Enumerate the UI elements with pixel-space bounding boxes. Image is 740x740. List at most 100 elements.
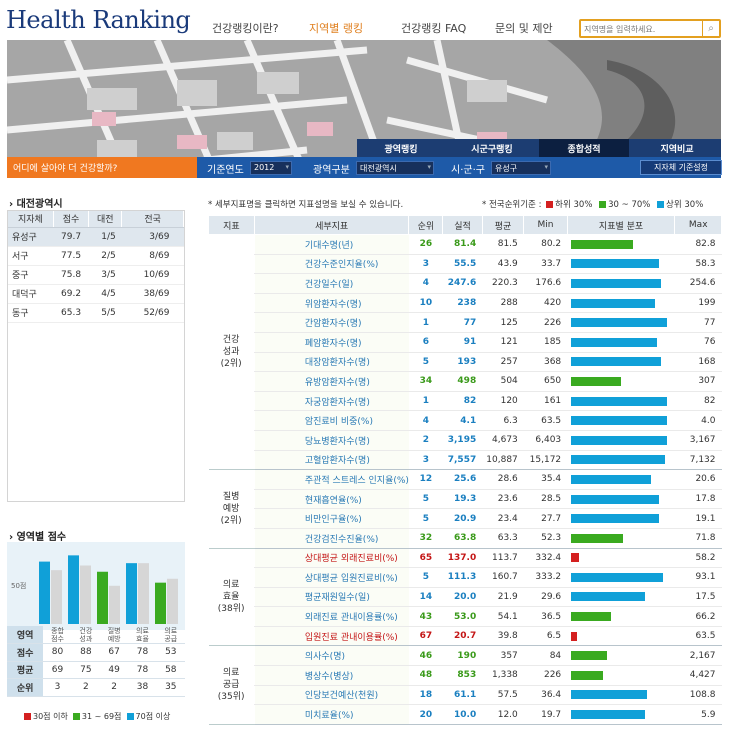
- region-label: 광역구분: [313, 165, 350, 176]
- sub-indicator-link[interactable]: 상대평균 입원진료비(%): [253, 567, 409, 588]
- min-value: 36.4: [523, 685, 568, 706]
- average-value: 54.1: [482, 606, 524, 627]
- rank-value: 10: [408, 293, 443, 314]
- sub-indicator-link[interactable]: 암진료비 비중(%): [253, 410, 409, 431]
- max-value: 168: [674, 352, 722, 373]
- indicator-row: 입원진료 관내이용률(%) 67 20.7 39.8 6.5 63.5: [209, 626, 722, 647]
- row-label-area: 영역: [7, 626, 44, 644]
- district-row[interactable]: 동구 65.3 5/5 52/69: [8, 303, 184, 323]
- search-icon[interactable]: ⌕: [702, 21, 719, 36]
- nav-regional-ranking[interactable]: 지역별 랭킹: [309, 22, 364, 35]
- indicator-category: 건강 성과 (2위): [208, 234, 255, 471]
- sub-indicator-link[interactable]: 당뇨병환자수(명): [253, 430, 409, 451]
- distribution-cell: [567, 685, 675, 706]
- area-score-bar: [126, 563, 137, 624]
- area-rank-value: 2: [100, 678, 129, 697]
- sub-indicator-link[interactable]: 인당보건예산(천원): [253, 685, 409, 706]
- average-value: 6.3: [482, 410, 524, 431]
- area-score-chart: 50점: [7, 542, 185, 630]
- legend-low: 30점 이하: [33, 712, 68, 721]
- sub-indicator-link[interactable]: 외래진료 관내이용률(%): [253, 606, 409, 627]
- indicator-row: 비만인구율(%) 5 20.9 23.4 27.7 19.1: [209, 508, 722, 529]
- distribution-cell: [567, 587, 675, 608]
- result-value: 853: [442, 665, 483, 686]
- distribution-bar: [571, 474, 651, 484]
- sub-indicator-link[interactable]: 기대수명(년): [253, 234, 409, 255]
- indicator-row: 병상수(병상) 48 853 1,338 226 4,427: [209, 665, 722, 686]
- area-score-value: 53: [156, 643, 185, 662]
- max-value: 2,167: [674, 645, 722, 667]
- rank-value: 3: [408, 254, 443, 275]
- area-category-label: 건강 성과: [71, 626, 100, 644]
- search-input[interactable]: [584, 22, 702, 36]
- sub-indicator-link[interactable]: 유방암환자수(명): [253, 371, 409, 392]
- year-select[interactable]: 2012: [250, 161, 292, 175]
- col-national-rank: 전국: [121, 211, 184, 228]
- district-row[interactable]: 중구 75.8 3/5 10/69: [8, 265, 184, 285]
- sub-indicator-link[interactable]: 비만인구율(%): [253, 508, 409, 529]
- slogan: 어디에 살아야 더 건강할까?: [7, 157, 197, 178]
- sub-indicator-link[interactable]: 현재흡연율(%): [253, 489, 409, 510]
- max-value: 4.0: [674, 410, 722, 431]
- sub-indicator-link[interactable]: 의사수(명): [253, 645, 409, 667]
- sub-indicator-link[interactable]: 고혈압환자수(명): [253, 450, 409, 471]
- sub-indicator-link[interactable]: 상대평균 외래진료비(%): [253, 548, 409, 569]
- sub-indicator-link[interactable]: 폐암환자수(명): [253, 332, 409, 353]
- sub-indicator-link[interactable]: 건강일수(일): [253, 273, 409, 294]
- district-select[interactable]: 유성구: [491, 161, 551, 175]
- sub-indicator-link[interactable]: 간암환자수(명): [253, 312, 409, 333]
- max-value: 5.9: [674, 704, 722, 725]
- distribution-bar: [571, 239, 634, 249]
- distribution-bar: [571, 612, 612, 622]
- distribution-bar: [571, 357, 661, 367]
- sub-indicator-link[interactable]: 병상수(병상): [253, 665, 409, 686]
- district-row[interactable]: 서구 77.5 2/5 8/69: [8, 246, 184, 266]
- basis-setting-button[interactable]: 지자체 기준설정: [640, 160, 722, 175]
- sub-indicator-link[interactable]: 자궁암환자수(명): [253, 391, 409, 412]
- tab-metro-ranking[interactable]: 광역랭킹: [384, 144, 418, 155]
- sub-indicator-link[interactable]: 입원진료 관내이용률(%): [253, 626, 409, 647]
- average-value: 1,338: [482, 665, 524, 686]
- sub-indicator-link[interactable]: 건강수준인지율(%): [253, 254, 409, 275]
- region-select[interactable]: 대전광역시: [356, 161, 434, 175]
- legend-mid: 31 ~ 69점: [81, 712, 122, 721]
- area-score-value: 78: [128, 643, 157, 662]
- tab-district-ranking[interactable]: 시군구랭킹: [471, 144, 513, 155]
- sub-indicator-link[interactable]: 평균재원일수(일): [253, 587, 409, 608]
- nav-contact[interactable]: 문의 및 제안: [495, 22, 553, 35]
- sub-indicator-link[interactable]: 미치료율(%): [253, 704, 409, 725]
- rank-value: 65: [408, 548, 443, 569]
- metro-rank: 5/5: [88, 303, 122, 323]
- max-value: 76: [674, 332, 722, 353]
- district-score-table: 지자체 점수 대전 전국 유성구 79.7 1/5 3/69 서구 77.5 2/5 8/69…: [8, 211, 184, 323]
- sub-indicator-link[interactable]: 건강검진수진율(%): [253, 528, 409, 549]
- click-note: * 세부지표명을 클릭하면 지표설명을 보실 수 있습니다.: [208, 200, 404, 210]
- min-value: 35.4: [523, 469, 568, 490]
- rank-legend-high: 상위 30%: [666, 200, 704, 210]
- average-value: 4,673: [482, 430, 524, 451]
- nav-faq[interactable]: 건강랭킹 FAQ: [401, 22, 467, 35]
- logo[interactable]: Health Ranking: [6, 6, 191, 34]
- row-label-rank: 순위: [7, 678, 44, 697]
- average-value: 257: [482, 352, 524, 373]
- tab-overall-score[interactable]: 종합성적: [539, 139, 629, 157]
- nav-about[interactable]: 건강랭킹이란?: [212, 22, 279, 35]
- sub-indicator-link[interactable]: 대장암환자수(명): [253, 352, 409, 373]
- distribution-cell: [567, 606, 675, 627]
- district-row[interactable]: 대덕구 69.2 4/5 38/69: [8, 284, 184, 304]
- col-result: 실적: [442, 215, 483, 235]
- distribution-cell: [567, 450, 675, 471]
- area-avg-value: 58: [156, 661, 185, 679]
- rank-value: 18: [408, 685, 443, 706]
- sub-indicator-link[interactable]: 위암환자수(명): [253, 293, 409, 314]
- tab-region-compare[interactable]: 지역비교: [660, 144, 694, 155]
- distribution-bar: [571, 710, 645, 720]
- average-value: 357: [482, 645, 524, 667]
- district-row[interactable]: 유성구 79.7 1/5 3/69: [8, 227, 184, 247]
- min-value: 28.5: [523, 489, 568, 510]
- indicator-category: 질병 예방 (2위): [208, 469, 255, 549]
- area-score-value: 88: [71, 643, 100, 662]
- min-value: 650: [523, 371, 568, 392]
- sub-indicator-link[interactable]: 주관적 스트레스 인지율(%): [253, 469, 409, 490]
- result-value: 111.3: [442, 567, 483, 588]
